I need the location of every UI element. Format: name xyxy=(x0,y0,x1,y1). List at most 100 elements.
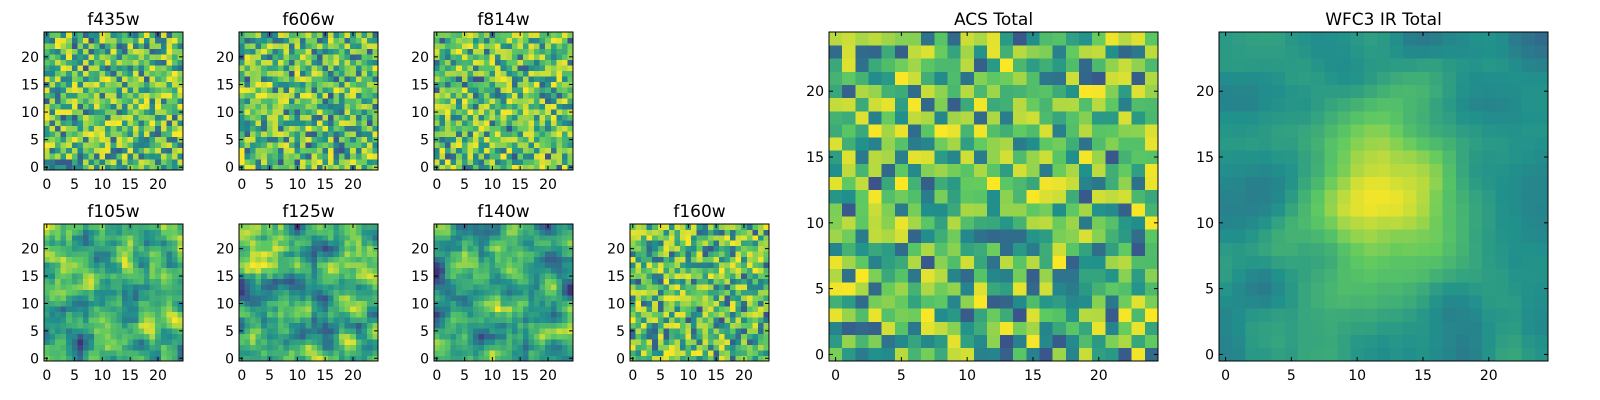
heatmap-cell xyxy=(116,328,123,334)
heatmap-cell xyxy=(467,267,474,274)
heatmap-cell xyxy=(350,153,357,160)
heatmap-cell xyxy=(177,48,184,55)
heatmap-cell xyxy=(132,245,139,252)
y-tick-label: 15 xyxy=(21,77,39,93)
heatmap-cell xyxy=(94,284,100,291)
heatmap-cell xyxy=(500,32,507,38)
heatmap-cell xyxy=(144,295,150,302)
heatmap-cell xyxy=(517,328,524,334)
heatmap-cell xyxy=(881,242,896,257)
y-tick-label: 20 xyxy=(21,50,39,66)
heatmap-cell xyxy=(484,295,490,302)
heatmap-cell xyxy=(652,278,659,285)
heatmap-cell xyxy=(707,317,714,323)
heatmap-cell xyxy=(713,273,720,280)
heatmap-cell xyxy=(506,114,513,121)
heatmap-cell xyxy=(934,176,948,191)
heatmap-cell xyxy=(752,333,759,340)
heatmap-cell xyxy=(641,234,647,241)
heatmap-cell xyxy=(110,103,117,110)
heatmap-cell xyxy=(506,158,513,165)
heatmap-cell xyxy=(506,240,513,247)
heatmap-cell xyxy=(244,92,251,99)
heatmap-cell xyxy=(445,131,451,138)
heatmap-cell xyxy=(322,245,329,252)
heatmap-cell xyxy=(239,289,245,296)
heatmap-cell xyxy=(333,224,340,230)
heatmap-cell xyxy=(155,278,162,285)
heatmap-cell xyxy=(635,300,642,307)
heatmap-cell xyxy=(127,256,134,263)
heatmap-cell xyxy=(730,306,736,312)
heatmap-cell xyxy=(305,125,312,132)
heatmap-cell xyxy=(545,344,552,351)
heatmap-cell xyxy=(171,306,178,312)
heatmap-cell xyxy=(138,339,145,345)
heatmap-cell xyxy=(239,284,245,291)
heatmap-cell xyxy=(534,224,540,230)
heatmap-cell xyxy=(467,333,474,340)
heatmap-cell xyxy=(439,251,446,258)
heatmap-cell xyxy=(500,267,507,274)
heatmap-cell xyxy=(550,164,557,171)
heatmap-cell xyxy=(261,125,268,132)
heatmap-cell xyxy=(110,76,117,82)
heatmap-cell xyxy=(567,98,574,105)
heatmap-cell xyxy=(166,333,173,340)
heatmap-cell xyxy=(1105,321,1119,335)
heatmap-cell xyxy=(311,109,318,116)
heatmap-cell xyxy=(71,98,78,105)
heatmap-cell xyxy=(500,81,507,88)
heatmap-cell xyxy=(1052,242,1067,257)
heatmap-cell xyxy=(439,289,446,296)
heatmap-cell xyxy=(339,224,345,230)
heatmap-cell xyxy=(517,103,524,110)
heatmap-cell xyxy=(177,43,184,49)
heatmap-cell xyxy=(1000,334,1014,349)
heatmap-cell xyxy=(506,98,513,105)
heatmap-cell xyxy=(450,109,457,116)
heatmap-cell xyxy=(545,131,552,138)
heatmap-cell xyxy=(149,70,156,77)
heatmap-cell xyxy=(500,229,507,236)
heatmap-cell xyxy=(506,103,513,110)
heatmap-cell xyxy=(294,262,301,269)
heatmap-cell xyxy=(277,43,284,49)
heatmap-cell xyxy=(439,153,446,160)
heatmap-cell xyxy=(327,256,334,263)
heatmap-cell xyxy=(149,136,156,143)
heatmap-cell xyxy=(283,256,290,263)
heatmap-cell xyxy=(1079,216,1093,230)
heatmap-cell xyxy=(149,278,156,285)
heatmap-cell xyxy=(339,317,345,323)
heatmap-cell xyxy=(121,317,128,323)
heatmap-cell xyxy=(1079,255,1093,270)
heatmap-cell xyxy=(973,203,988,217)
heatmap-cell xyxy=(445,147,451,154)
heatmap-cell xyxy=(556,273,563,280)
heatmap-cell xyxy=(94,300,100,307)
heatmap-cell xyxy=(99,131,106,138)
heatmap-cell xyxy=(121,251,128,258)
heatmap-cell xyxy=(339,234,345,241)
heatmap-cell xyxy=(311,81,318,88)
heatmap-cell xyxy=(539,262,546,269)
heatmap-cell xyxy=(289,240,295,247)
heatmap-cell xyxy=(461,339,468,345)
heatmap-cell xyxy=(160,251,167,258)
heatmap-cell xyxy=(545,136,552,143)
heatmap-cell xyxy=(445,81,451,88)
heatmap-cell xyxy=(556,109,563,116)
heatmap-cell xyxy=(1092,229,1106,243)
y-tick-label: 20 xyxy=(216,50,234,66)
heatmap-cell xyxy=(333,158,340,165)
heatmap-cell xyxy=(735,245,742,252)
heatmap-cell xyxy=(445,136,451,143)
heatmap-cell xyxy=(1013,216,1027,230)
heatmap-cell xyxy=(1131,203,1146,217)
heatmap-cell xyxy=(283,355,290,362)
heatmap-cell xyxy=(528,333,535,340)
heatmap-cell xyxy=(105,355,112,362)
heatmap-cell xyxy=(261,251,268,258)
heatmap-cell xyxy=(1131,334,1146,349)
